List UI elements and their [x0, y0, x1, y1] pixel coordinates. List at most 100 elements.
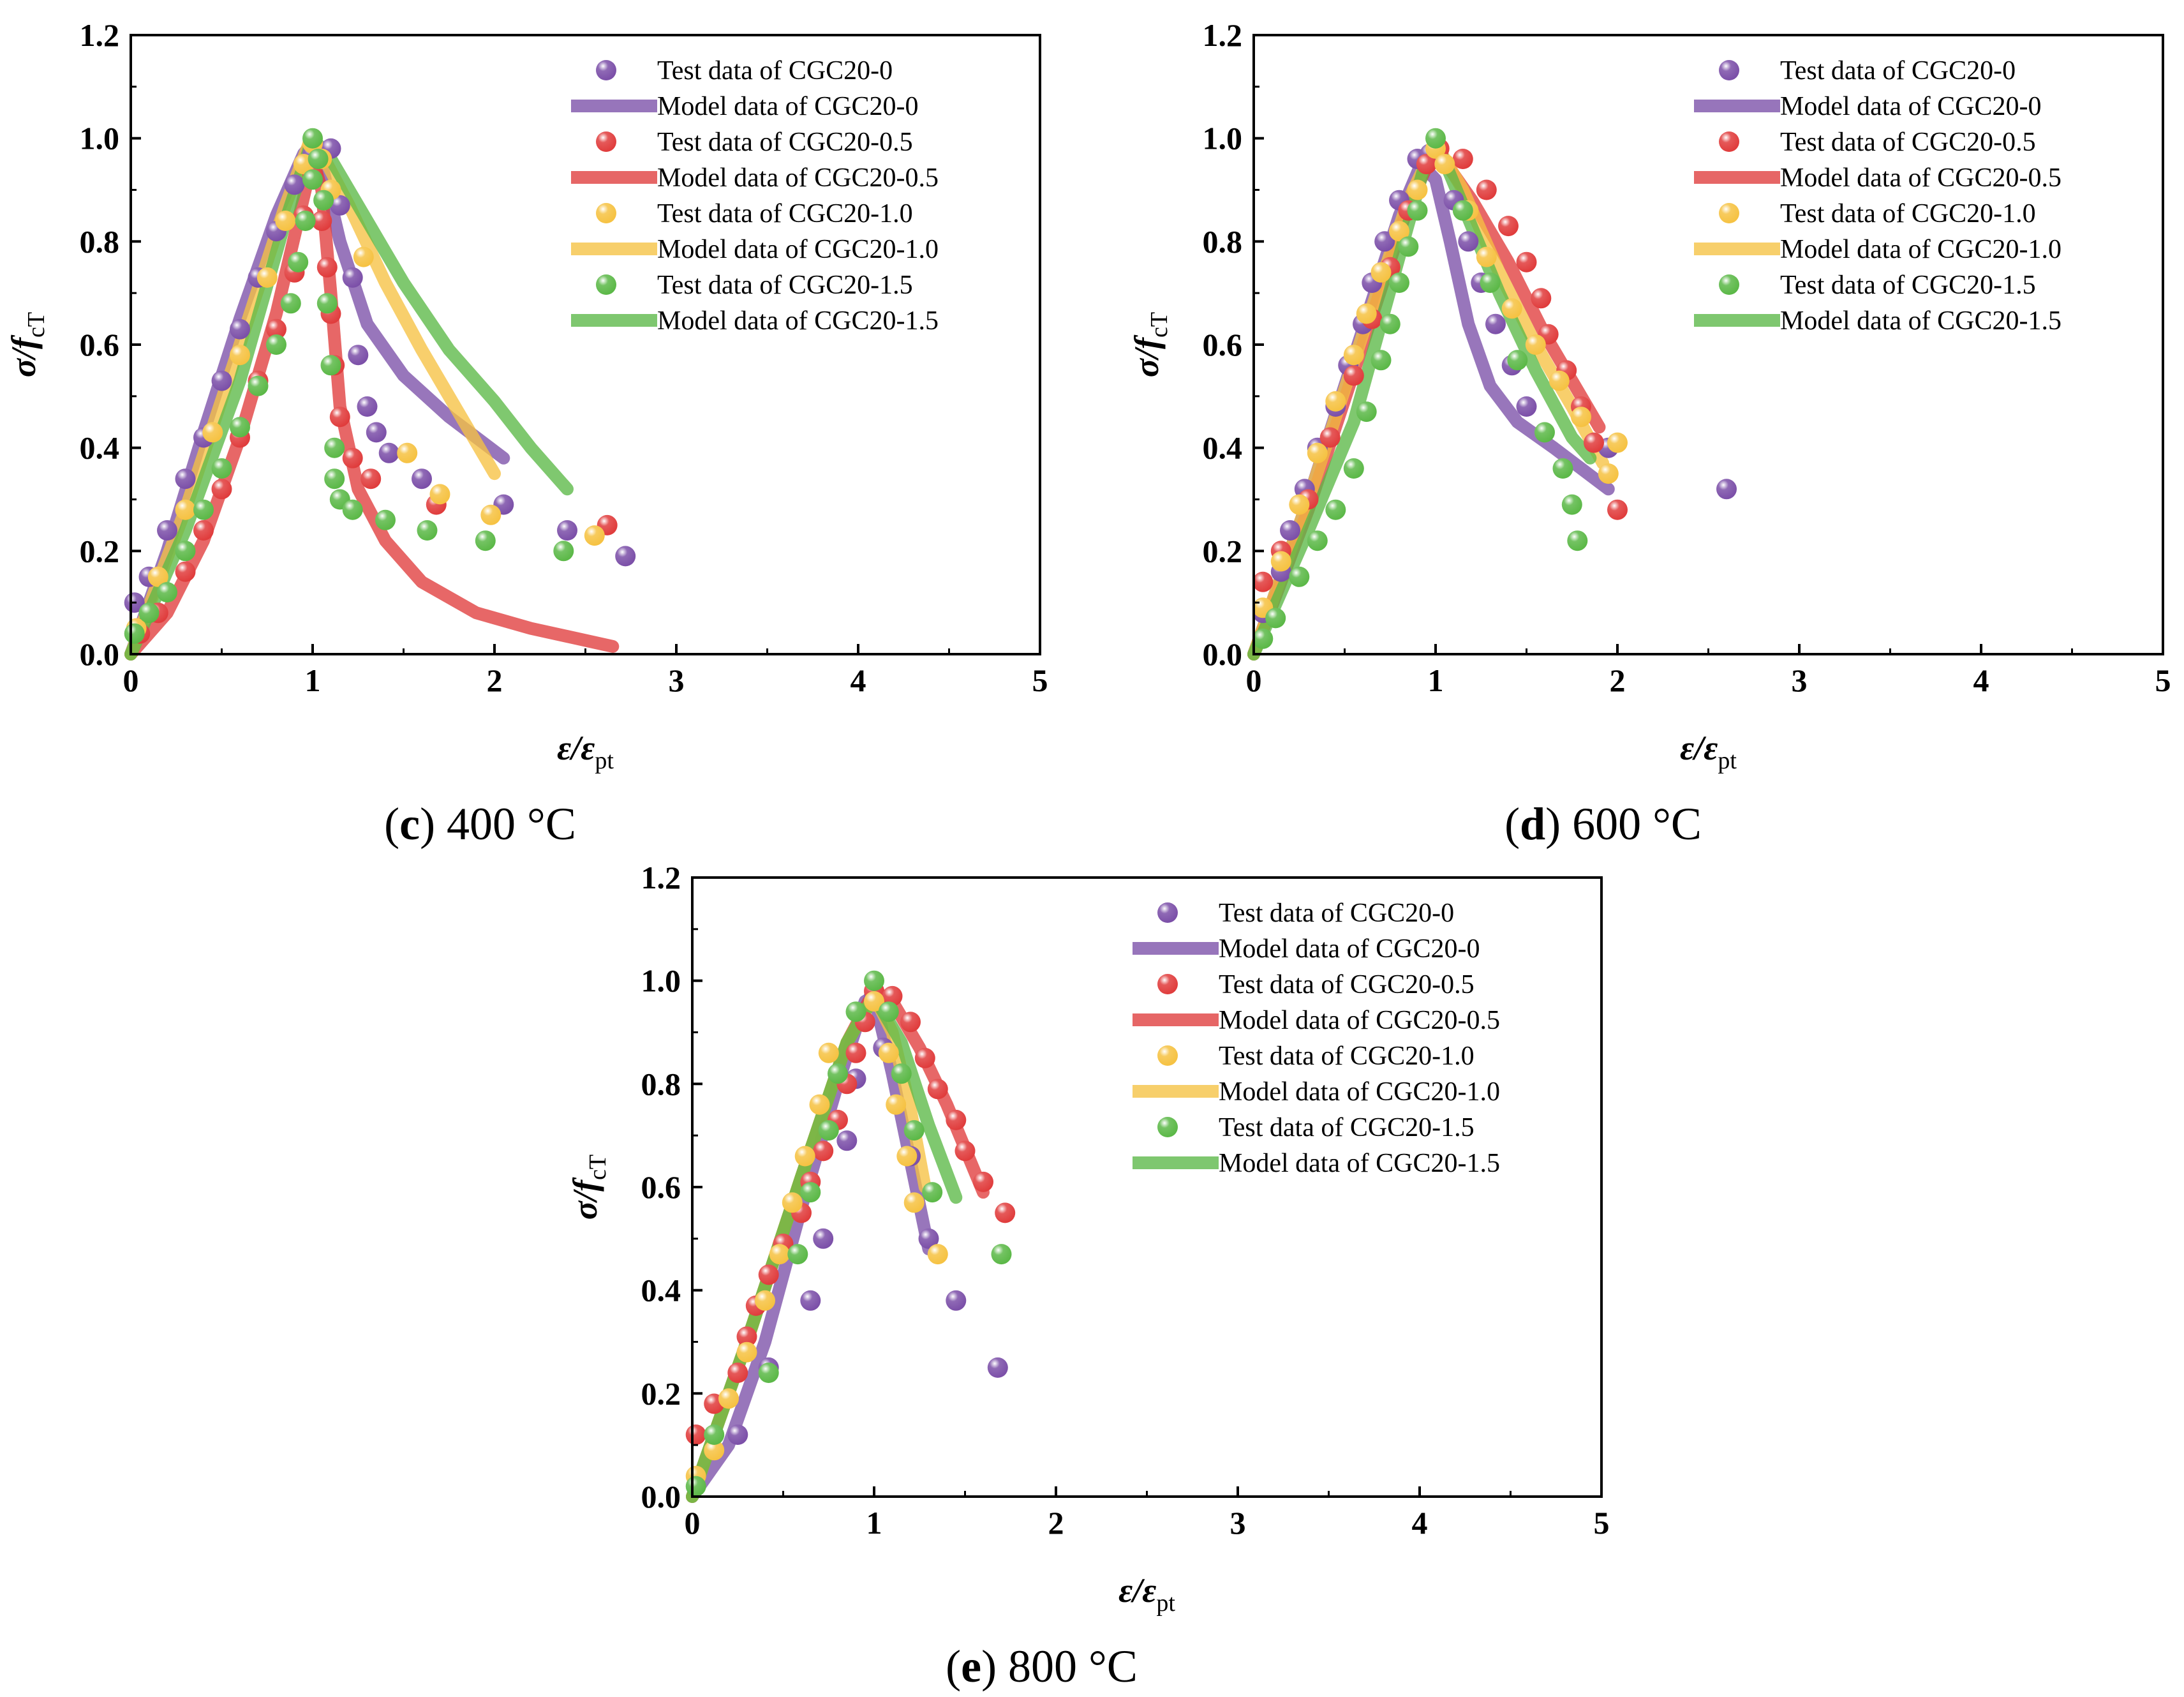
legend-label-model: Model data of CGC20-0.5: [1780, 163, 2061, 193]
y-tick-label: 1.0: [80, 121, 120, 156]
test-point-cgc20-1-0: [1434, 154, 1455, 175]
chart-panel-d: 0 1 2 3 4 5 0.0 0.2 0.4 0.6 0.8 1.0 1.2 ε/εpt σ/fcT Tes…: [1123, 0, 2184, 849]
legend-label-model: Model data of CGC20-1.0: [657, 235, 939, 264]
test-point-cgc20-0-5: [946, 1109, 967, 1130]
legend-label-model: Model data of CGC20-1.5: [657, 306, 939, 336]
test-point-cgc20-1-5: [787, 1244, 808, 1265]
x-tick-label: 3: [669, 662, 685, 698]
x-tick-label: 2: [487, 662, 503, 698]
x-tick-label: 5: [1032, 662, 1048, 698]
test-point-cgc20-0-5: [736, 1326, 757, 1347]
test-point-cgc20-0-5: [727, 1363, 748, 1383]
test-point-cgc20-1-0: [1389, 221, 1409, 242]
test-point-cgc20-1-5: [1407, 200, 1428, 221]
chart-svg-c: 0 1 2 3 4 5 0.0 0.2 0.4 0.6 0.8 1.0 1.2 ε/εpt σ/fcT Tes…: [4, 17, 1048, 849]
x-tick-label: 0: [685, 1505, 701, 1541]
y-axis-label: σ/fcT: [1127, 312, 1173, 377]
test-point-cgc20-0: [342, 267, 363, 288]
test-point-cgc20-0-5: [955, 1140, 976, 1162]
legend-label-test: Test data of CGC20-0: [657, 56, 893, 86]
test-point-cgc20-1-5: [375, 509, 396, 530]
test-point-cgc20-1-0: [202, 422, 223, 443]
test-point-cgc20-1-5: [157, 582, 177, 602]
legend-label-test: Test data of CGC20-1.5: [1780, 271, 2036, 300]
test-point-cgc20-0-5: [266, 318, 286, 340]
test-point-cgc20-1-0: [1598, 463, 1619, 484]
y-tick-label: 1.2: [641, 860, 681, 895]
test-point-cgc20-1-5: [475, 530, 496, 551]
legend-marker-test: [1157, 974, 1178, 994]
legend-marker-test: [596, 203, 616, 223]
legend-marker-test: [1719, 131, 1739, 152]
y-tick-label: 1.2: [80, 17, 120, 53]
test-point-cgc20-1-0: [1356, 303, 1377, 324]
test-point-cgc20-1-0: [818, 1042, 839, 1063]
test-point-cgc20-0-5: [927, 1079, 948, 1100]
test-point-cgc20-1-0: [782, 1192, 803, 1213]
test-point-cgc20-1-5: [1265, 608, 1286, 629]
legend-label-test: Test data of CGC20-0.5: [657, 128, 913, 157]
legend-marker-test: [1157, 1117, 1178, 1137]
test-point-cgc20-0-5: [914, 1047, 935, 1068]
x-tick-label: 4: [1973, 662, 1989, 698]
test-point-cgc20-0-5: [685, 1424, 706, 1445]
y-tick-label: 0.2: [1203, 533, 1243, 569]
legend-label-model: Model data of CGC20-0: [1219, 934, 1480, 964]
x-axis-label: ε/εpt: [1118, 1571, 1175, 1617]
test-point-cgc20-0: [1280, 520, 1300, 541]
test-point-cgc20-1-5: [845, 1001, 866, 1022]
test-point-cgc20-0-5: [1516, 251, 1537, 273]
test-point-cgc20-0: [157, 520, 177, 541]
test-point-cgc20-1-0: [903, 1192, 925, 1213]
test-point-cgc20-1-0: [769, 1244, 790, 1265]
y-tick-label: 0.8: [1203, 223, 1243, 259]
test-point-cgc20-1-5: [685, 1476, 706, 1497]
test-point-cgc20-1-5: [864, 970, 884, 991]
test-point-cgc20-0-5: [845, 1042, 866, 1063]
test-point-cgc20-0-5: [1452, 149, 1473, 169]
test-point-cgc20-1-0: [927, 1244, 948, 1265]
test-point-cgc20-0: [211, 370, 232, 391]
test-point-cgc20-0-5: [900, 1012, 921, 1033]
test-point-cgc20-1-0: [1549, 370, 1570, 391]
test-point-cgc20-1-5: [1389, 273, 1409, 293]
legend-marker-test: [596, 60, 616, 80]
y-tick-label: 0.6: [1203, 327, 1243, 363]
test-point-cgc20-0: [800, 1290, 821, 1311]
x-tick-label: 3: [1792, 662, 1808, 698]
test-point-cgc20-0-5: [1343, 365, 1364, 386]
test-point-cgc20-1-0: [718, 1388, 739, 1409]
test-point-cgc20-1-5: [1252, 628, 1274, 649]
test-point-cgc20-1-5: [800, 1182, 821, 1203]
x-tick-label: 2: [1610, 662, 1626, 698]
x-tick-label: 0: [123, 662, 139, 698]
test-point-cgc20-1-5: [1452, 200, 1473, 221]
test-point-cgc20-1-5: [828, 1063, 848, 1084]
legend-label-test: Test data of CGC20-1.5: [657, 271, 913, 300]
test-point-cgc20-0-5: [1498, 216, 1519, 237]
x-tick-label: 1: [305, 662, 321, 698]
legend-marker-test: [596, 274, 616, 295]
test-point-cgc20-0: [615, 546, 636, 567]
y-tick-label: 0.6: [641, 1169, 681, 1205]
panel-caption: (c) 400 °C: [384, 798, 576, 849]
chart-svg-d: 0 1 2 3 4 5 0.0 0.2 0.4 0.6 0.8 1.0 1.2 ε/εpt σ/fcT Tes…: [1127, 17, 2171, 849]
y-tick-label: 1.2: [1203, 17, 1243, 53]
test-point-cgc20-1-5: [320, 355, 341, 376]
test-point-cgc20-0-5: [211, 479, 232, 500]
test-point-cgc20-0-5: [175, 561, 196, 582]
test-point-cgc20-1-5: [891, 1063, 912, 1084]
test-point-cgc20-1-0: [1270, 551, 1291, 572]
test-point-cgc20-1-5: [324, 468, 345, 490]
test-point-cgc20-1-5: [313, 190, 334, 211]
test-point-cgc20-1-5: [342, 499, 363, 520]
legend-label-model: Model data of CGC20-0: [1780, 92, 2041, 121]
y-tick-label: 0.8: [641, 1066, 681, 1102]
test-point-cgc20-0: [727, 1424, 748, 1445]
test-point-cgc20-1-5: [288, 251, 309, 273]
x-tick-label: 2: [1048, 1505, 1064, 1541]
test-point-cgc20-1-5: [266, 334, 286, 355]
x-tick-label: 5: [2155, 662, 2171, 698]
test-point-cgc20-1-0: [584, 525, 605, 546]
legend-label-model: Model data of CGC20-0.5: [657, 163, 939, 193]
